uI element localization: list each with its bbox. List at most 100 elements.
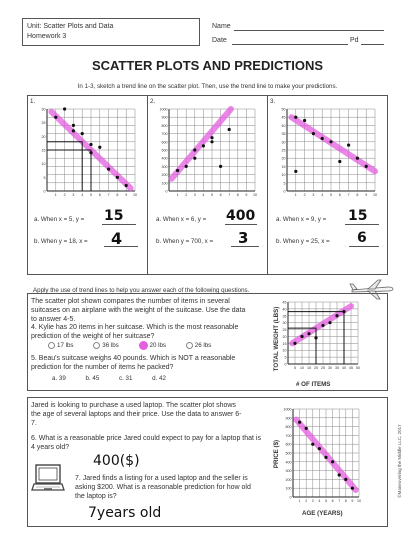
suitcase-xlabel: # OF ITEMS [296,381,331,388]
y-tick-label: 400 [162,157,168,161]
x-tick-label: 2 [305,499,307,503]
data-point [331,460,335,464]
y-tick-label: 20 [42,135,46,139]
x-tick-label: 10 [357,499,361,503]
data-point [320,136,324,141]
x-tick-label: 8 [116,193,118,197]
data-point [364,164,368,168]
y-tick-label: 1000 [160,108,168,112]
data-point [314,336,318,340]
y-tick-label: 500 [162,149,168,153]
answer-line[interactable] [104,246,138,247]
question-6: 6. What is a reasonable price Jared coul… [31,435,261,451]
x-tick-label: 25 [321,366,325,370]
y-tick-label: 20 [283,335,287,339]
date-line[interactable] [232,44,348,45]
data-point [219,164,223,168]
answer-line[interactable] [231,246,259,247]
q5-option-c: c. 31 [119,375,133,382]
data-point [298,420,302,424]
y-tick-label: 10 [283,349,287,353]
y-tick-label: 0 [285,363,287,367]
y-tick-label: 200 [286,478,292,482]
scatter-plot-2: 0 100 200 300 400 500 600 700 800 900 1000 1 2 3 4 5 6 7 8… [160,106,257,197]
data-point [329,140,333,144]
data-point [71,123,75,127]
x-tick-label: 9 [365,193,367,197]
answer-7: 7years old [88,505,162,521]
y-tick-label: 400 [286,460,292,464]
data-point [321,323,325,328]
x-tick-label: 4 [202,193,204,197]
data-point [307,332,311,336]
q5-options: a. 39 b. 45 c. 31 d. 42 [52,375,262,383]
x-tick-label: 6 [99,193,101,197]
y-tick-label: 300 [286,469,292,473]
data-point [355,156,359,160]
data-point [294,115,298,119]
laptop-icon [31,464,65,491]
pd-line[interactable] [361,44,384,45]
radio-circle[interactable] [93,342,101,349]
data-point [89,151,93,155]
x-tick-label: 10 [300,366,304,370]
q5-option-b: b. 45 [85,375,100,382]
data-point [293,341,297,345]
x-tick-label: 50 [356,366,360,370]
answer-line[interactable] [102,224,136,225]
y-tick-label: 40 [283,307,287,311]
x-tick-label: 45 [349,366,353,370]
y-tick-label: 30 [42,108,46,112]
x-tick-label: 1 [177,193,179,197]
answer-2a: 400 [226,208,256,224]
answer-line[interactable] [345,224,379,225]
x-tick-label: 1 [299,499,301,503]
problem-number: 2. [150,98,156,105]
y-tick-label: 45 [282,116,286,120]
data-point [193,156,197,160]
radio-circle[interactable] [48,342,55,349]
x-tick-label: 4 [321,193,323,197]
problem-number: 3. [270,98,276,105]
question-3b: b. When y = 25, x = [276,238,330,245]
x-tick-label: 9 [125,193,127,197]
suitcase-intro: The scatter plot shown compares the numb… [31,298,246,323]
y-tick-label: 1000 [284,408,292,412]
x-tick-label: 7 [228,193,230,197]
q4-options: 17 lbs 36 lbs 20 lbs 26 lbs [48,341,258,350]
data-point [350,486,354,490]
name-line[interactable] [234,30,384,31]
data-point [311,132,315,136]
answer-line[interactable] [349,246,379,247]
answer-line[interactable] [225,224,257,225]
data-point [71,129,75,133]
x-tick-label: 5 [90,193,92,197]
radio-circle[interactable] [185,342,193,349]
radio-circle-selected[interactable] [138,341,148,350]
y-tick-label: 700 [286,434,292,438]
data-point [311,442,315,446]
question-4: 4. Kylie has 20 items in her suitcase. W… [31,324,239,340]
data-point [201,144,205,148]
date-label: Date [212,37,227,44]
x-tick-label: 1 [55,193,57,197]
y-tick-label: 20 [282,157,286,161]
x-tick-label: 6 [339,193,341,197]
y-tick-label: 25 [282,149,286,153]
y-tick-label: 800 [286,425,292,429]
pd-label: Pd [350,37,359,44]
y-tick-label: 5 [284,181,286,185]
q4-option-a: 17 lbs [57,342,74,350]
x-tick-label: 5 [211,193,213,197]
x-tick-label: 8 [345,499,347,503]
answer-6: 400($) [93,453,140,469]
data-point [54,115,58,119]
answer-2b: 3 [238,229,249,247]
y-tick-label: 600 [162,140,168,144]
copyright: ©Maneuvering the Middle LLC, 2017 [397,424,402,498]
guide-line [47,141,83,191]
name-label: Name [212,23,231,30]
laptop-intro: Jared is looking to purchase a used lapt… [31,402,242,427]
